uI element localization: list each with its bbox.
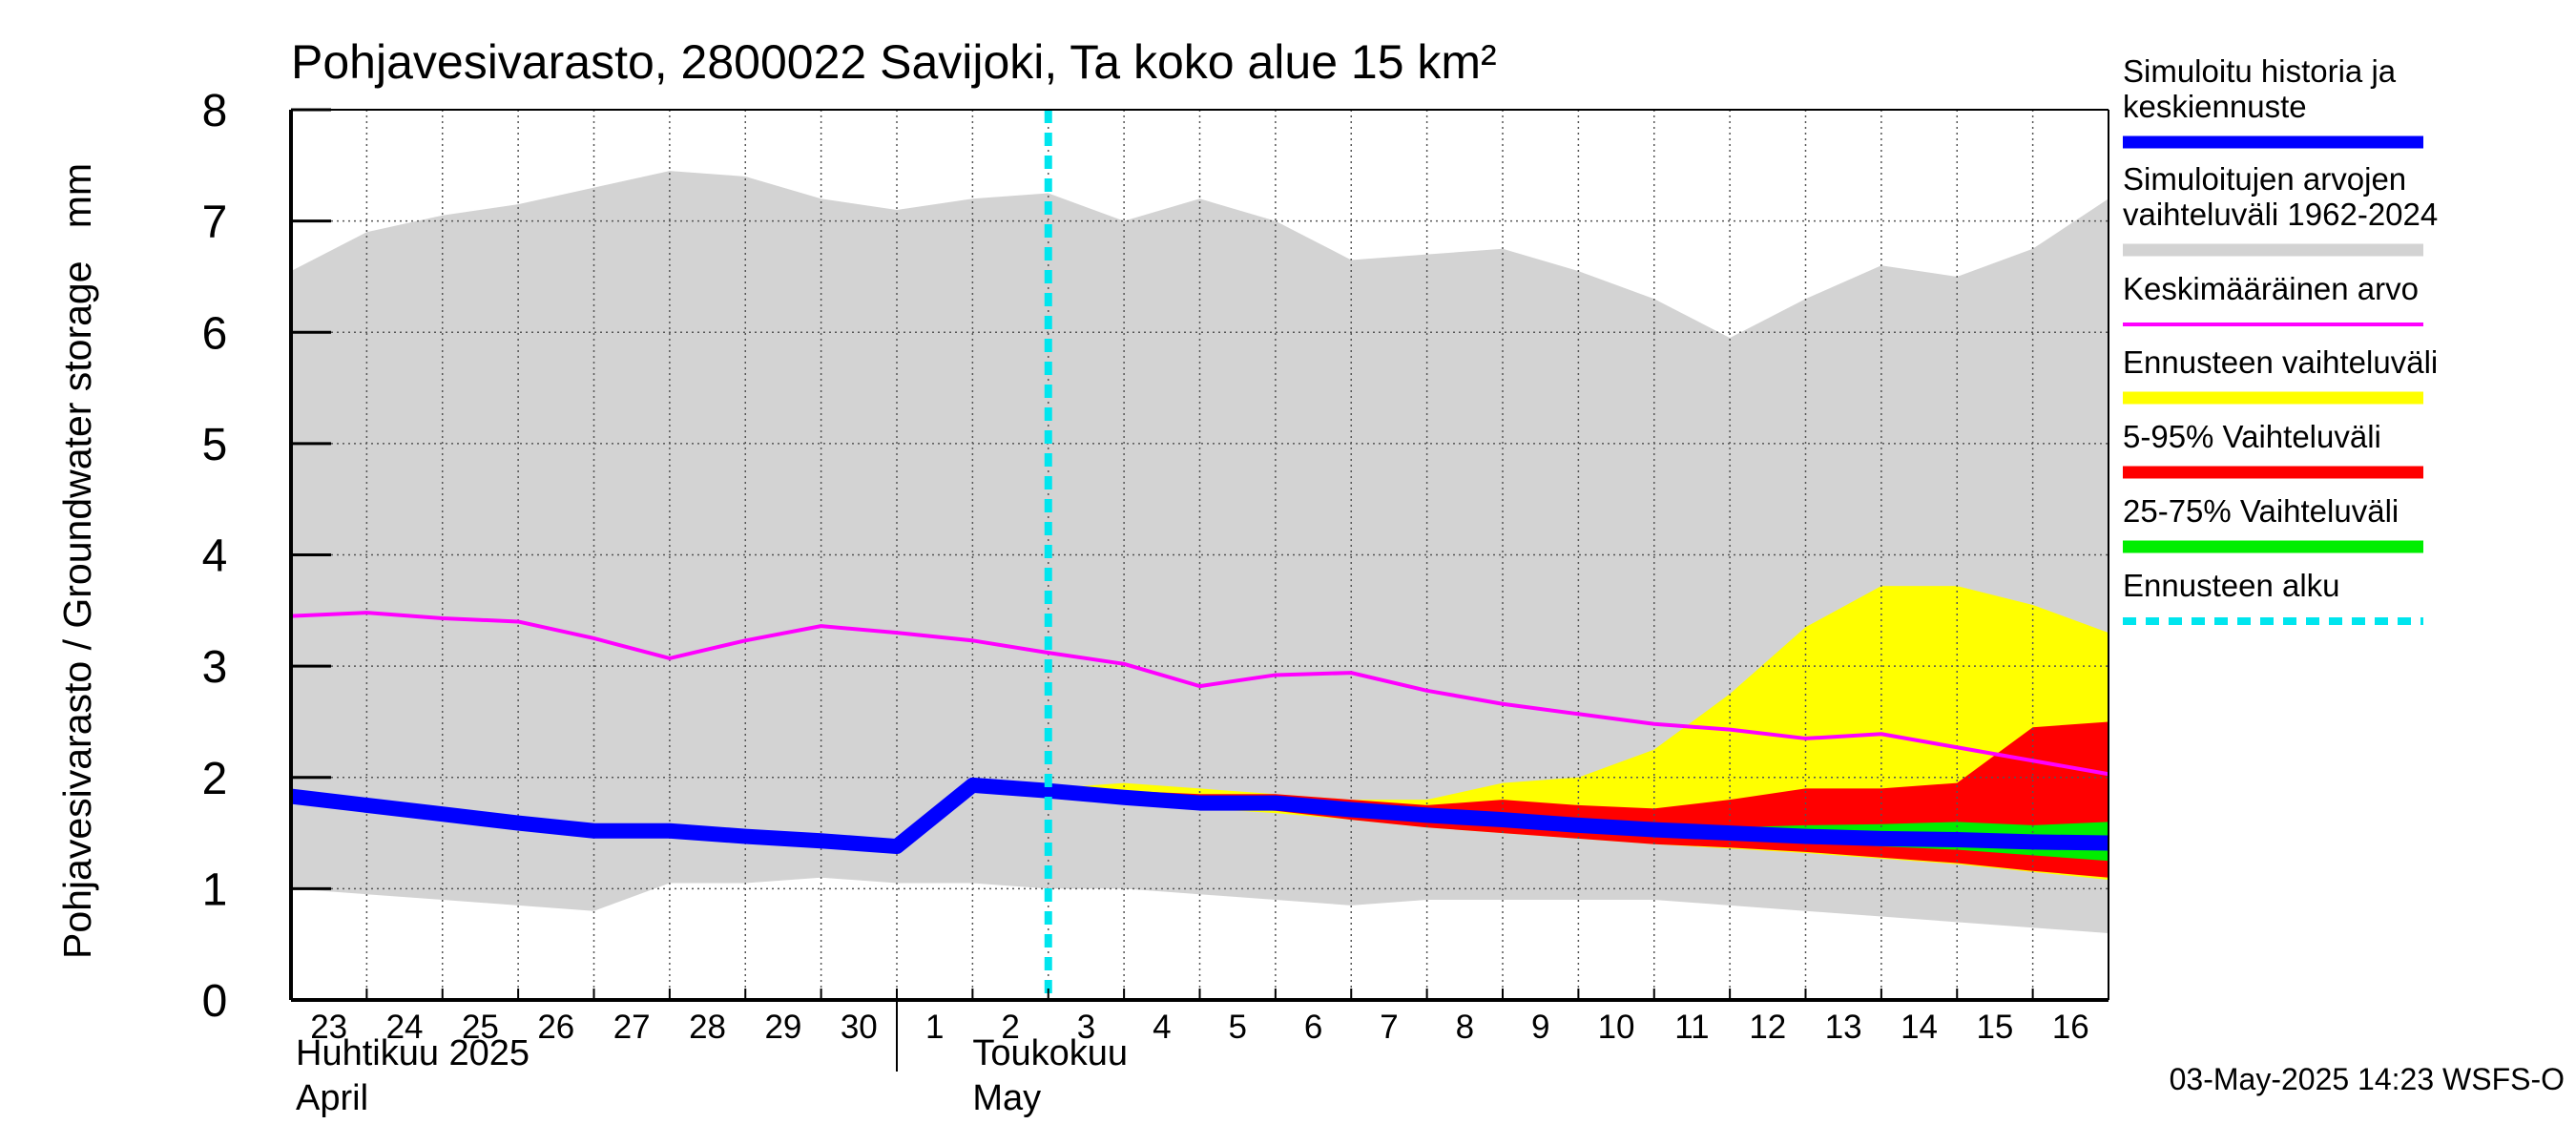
x-tick-label: 6: [1304, 1009, 1322, 1046]
x-tick-label: 30: [841, 1009, 878, 1046]
x-tick-label: 14: [1901, 1009, 1938, 1046]
footer-timestamp: 03-May-2025 14:23 WSFS-O: [2170, 1062, 2565, 1096]
month-label-en: April: [296, 1078, 368, 1118]
y-tick-label: 7: [202, 198, 228, 248]
x-tick-label: 1: [925, 1009, 944, 1046]
chart-lines: [290, 110, 2109, 1000]
legend-label: 25-75% Vaihteluväli: [2123, 493, 2399, 529]
legend-label: Keskimääräinen arvo: [2123, 271, 2419, 306]
simulated-mean-line: [290, 777, 2109, 855]
legend-label: 5-95% Vaihteluväli: [2123, 419, 2381, 454]
x-tick-label: 11: [1674, 1009, 1709, 1046]
x-tick-label: 12: [1749, 1009, 1786, 1046]
legend-label: Ennusteen alku: [2123, 568, 2340, 603]
x-tick-label: 3: [1077, 1009, 1095, 1046]
legend-label: keskiennuste: [2123, 89, 2307, 124]
y-tick-label: 0: [202, 976, 228, 1027]
y-axis-label: Pohjavesivarasto / Groundwater storage m…: [55, 163, 99, 959]
x-tick-label: 25: [462, 1009, 499, 1046]
month-label-en: May: [972, 1078, 1041, 1118]
x-tick-label: 29: [764, 1009, 801, 1046]
average-value-line: [290, 611, 2109, 777]
x-tick-label: 9: [1531, 1009, 1549, 1046]
y-tick-label: 6: [202, 308, 228, 359]
x-tick-label: 26: [537, 1009, 574, 1046]
y-tick-label: 2: [202, 754, 228, 804]
y-tick-label: 8: [202, 86, 228, 136]
x-tick-label: 2: [1001, 1009, 1019, 1046]
y-tick-label: 5: [202, 420, 228, 470]
x-tick-label: 5: [1228, 1009, 1246, 1046]
chart-title: Pohjavesivarasto, 2800022 Savijoki, Ta k…: [291, 35, 1497, 89]
x-tick-label: 13: [1825, 1009, 1862, 1046]
y-tick-label: 4: [202, 531, 228, 582]
x-tick-label: 8: [1456, 1009, 1474, 1046]
chart-axes: [289, 108, 2109, 1072]
month-label-fi: Toukokuu: [972, 1033, 1128, 1073]
x-tick-label: 10: [1598, 1009, 1635, 1046]
x-tick-label: 24: [386, 1009, 424, 1046]
x-tick-label: 23: [310, 1009, 347, 1046]
x-tick-label: 28: [689, 1009, 726, 1046]
y-tick-label: 3: [202, 642, 228, 693]
legend-label: Simuloitujen arvojen: [2123, 161, 2406, 197]
y-tick-label: 1: [202, 864, 228, 915]
legend-label: vaihteluväli 1962-2024: [2123, 197, 2438, 232]
legend-label: Simuloitu historia ja: [2123, 53, 2397, 89]
x-tick-label: 27: [613, 1009, 651, 1046]
legend-label: Ennusteen vaihteluväli: [2123, 344, 2438, 380]
x-tick-label: 16: [2052, 1009, 2089, 1046]
x-tick-label: 4: [1153, 1009, 1171, 1046]
x-tick-label: 15: [1976, 1009, 2013, 1046]
x-tick-label: 7: [1380, 1009, 1398, 1046]
month-label-fi: Huhtikuu 2025: [296, 1033, 530, 1073]
